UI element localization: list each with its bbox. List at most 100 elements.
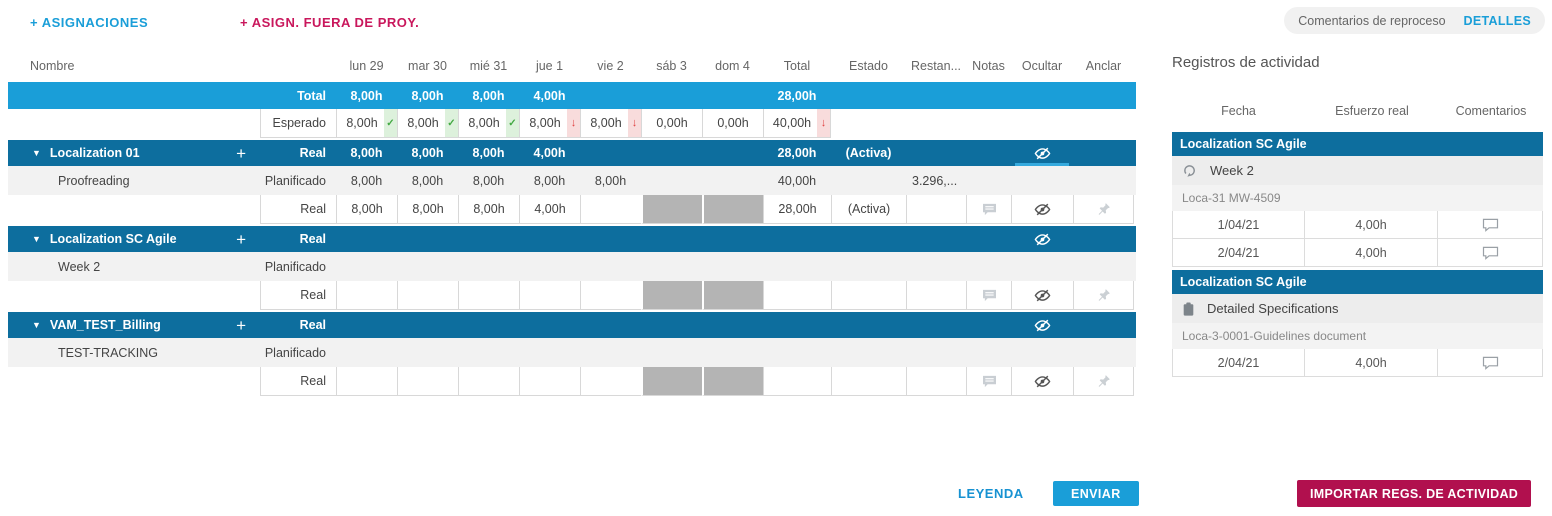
activity-column-esfuerzo: Esfuerzo real: [1335, 104, 1409, 118]
day-value: 0,00h: [717, 116, 749, 130]
day-value-cell: [519, 338, 580, 367]
eye-hidden-icon[interactable]: [1034, 319, 1051, 332]
blocked-day-cell: [641, 367, 702, 396]
eye-hidden-icon[interactable]: [1034, 375, 1051, 388]
day-header: sáb 3: [656, 59, 687, 73]
notas-cell: [966, 166, 1011, 195]
day-value-cell: 0,00h: [702, 109, 763, 138]
total-value-cell: [763, 281, 831, 310]
pin-icon[interactable]: [1097, 202, 1111, 216]
day-value-cell[interactable]: [580, 195, 641, 224]
submit-button[interactable]: ENVIAR: [1053, 481, 1139, 506]
entry-date: 2/04/21: [1173, 349, 1305, 376]
row-type-label: Real: [260, 367, 336, 396]
total-value: 28,00h: [777, 88, 817, 103]
restante-cell: [906, 367, 966, 396]
row-type-label: Real: [260, 281, 336, 310]
eye-hidden-icon[interactable]: [1034, 203, 1051, 216]
day-value-cell: 8,00h: [519, 166, 580, 195]
day-value-cell: 8,00h: [397, 166, 458, 195]
real-row: Real: [8, 367, 1136, 396]
day-header: lun 29: [349, 59, 384, 73]
day-header: mar 30: [408, 59, 447, 73]
day-value-cell[interactable]: [336, 281, 397, 310]
anclar-cell: [1073, 195, 1134, 224]
restante-cell: [906, 140, 966, 166]
add-outside-project-button[interactable]: + ASIGN. FUERA DE PROY.: [240, 15, 420, 30]
comment-icon[interactable]: [1482, 356, 1499, 370]
day-value-cell[interactable]: 4,00h: [519, 195, 580, 224]
day-value-cell: [580, 312, 641, 338]
rework-comments-tab[interactable]: Comentarios de reproceso: [1298, 13, 1446, 28]
day-value-cell[interactable]: [580, 281, 641, 310]
details-switcher: Comentarios de reproceso DETALLES: [1284, 7, 1545, 34]
eye-hidden-icon[interactable]: [1034, 233, 1051, 246]
add-assignments-button[interactable]: + ASIGNACIONES: [30, 15, 149, 30]
activity-task-row: Week 2: [1172, 156, 1543, 185]
row-type-label: Planificado: [264, 173, 326, 188]
row-type-label: Total: [297, 88, 326, 103]
notas-cell: [966, 252, 1011, 281]
eye-hidden-icon[interactable]: [1034, 289, 1051, 302]
day-value-cell: 8,00h ↓: [580, 109, 641, 138]
collapse-caret-icon[interactable]: ▼: [32, 319, 41, 330]
total-value-cell: 28,00h: [763, 140, 831, 166]
day-value-cell: [397, 338, 458, 367]
comment-icon[interactable]: [1482, 218, 1499, 232]
group-name-label: VAM_TEST_Billing: [49, 318, 161, 332]
restante-cell: [906, 82, 966, 109]
day-value-cell[interactable]: [336, 367, 397, 396]
add-task-button[interactable]: +: [236, 229, 246, 249]
total-value-cell: 28,00h: [763, 195, 831, 224]
notes-icon[interactable]: [982, 289, 997, 302]
comment-icon[interactable]: [1482, 246, 1499, 260]
details-tab[interactable]: DETALLES: [1463, 13, 1531, 28]
estado-cell: [831, 338, 906, 367]
row-name-cell: [8, 109, 260, 138]
collapse-caret-icon[interactable]: ▼: [32, 233, 41, 244]
row-type-label: Real: [299, 232, 326, 246]
notes-icon[interactable]: [982, 203, 997, 216]
day-value: 8,00h: [350, 173, 383, 188]
row-name-cell: Week 2: [8, 252, 260, 281]
day-value-cell[interactable]: [458, 281, 519, 310]
day-value-cell[interactable]: 8,00h: [458, 195, 519, 224]
collapse-caret-icon[interactable]: ▼: [32, 147, 41, 158]
column-header-restan: Restan...: [910, 59, 962, 73]
day-value-cell: [580, 252, 641, 281]
day-value-cell[interactable]: [580, 367, 641, 396]
day-value: 4,00h: [533, 88, 566, 103]
add-task-button[interactable]: +: [236, 143, 246, 163]
day-value-cell[interactable]: 8,00h: [336, 195, 397, 224]
day-value-cell[interactable]: [519, 281, 580, 310]
add-task-button[interactable]: +: [236, 315, 246, 335]
restante-cell: [906, 281, 966, 310]
day-value-cell[interactable]: 8,00h: [397, 195, 458, 224]
day-value-cell[interactable]: [519, 367, 580, 396]
anclar-cell: [1073, 140, 1134, 166]
day-value: 8,00h: [407, 116, 439, 130]
day-value-cell[interactable]: [458, 367, 519, 396]
real-row: Real 8,00h 8,00h 8,00h 4,00h 28,00h (Activa): [8, 195, 1136, 224]
legend-link[interactable]: LEYENDA: [958, 486, 1024, 501]
day-value-cell: 8,00h: [336, 140, 397, 166]
day-value: 8,00h: [590, 116, 622, 130]
notes-icon[interactable]: [982, 375, 997, 388]
eye-hidden-icon[interactable]: [1034, 147, 1051, 160]
total-value-cell: [763, 367, 831, 396]
total-value: 28,00h: [777, 146, 817, 160]
activity-columns-row: Fecha Esfuerzo real Comentarios: [1172, 104, 1543, 118]
ocultar-cell: [1011, 166, 1073, 195]
day-value-cell: 8,00h: [336, 166, 397, 195]
activity-group-project: Localization SC Agile: [1172, 132, 1543, 156]
import-activity-logs-button[interactable]: IMPORTAR REGS. DE ACTIVIDAD: [1297, 480, 1532, 507]
activity-entry-row: 1/04/21 4,00h: [1172, 211, 1543, 239]
day-value-cell[interactable]: [397, 281, 458, 310]
ocultar-cell: [1011, 82, 1073, 109]
pin-icon[interactable]: [1097, 288, 1111, 302]
pin-icon[interactable]: [1097, 374, 1111, 388]
day-value: 8,00h: [473, 202, 505, 216]
day-value-cell[interactable]: [397, 367, 458, 396]
estado-cell: [831, 82, 906, 109]
day-value-cell: [336, 338, 397, 367]
